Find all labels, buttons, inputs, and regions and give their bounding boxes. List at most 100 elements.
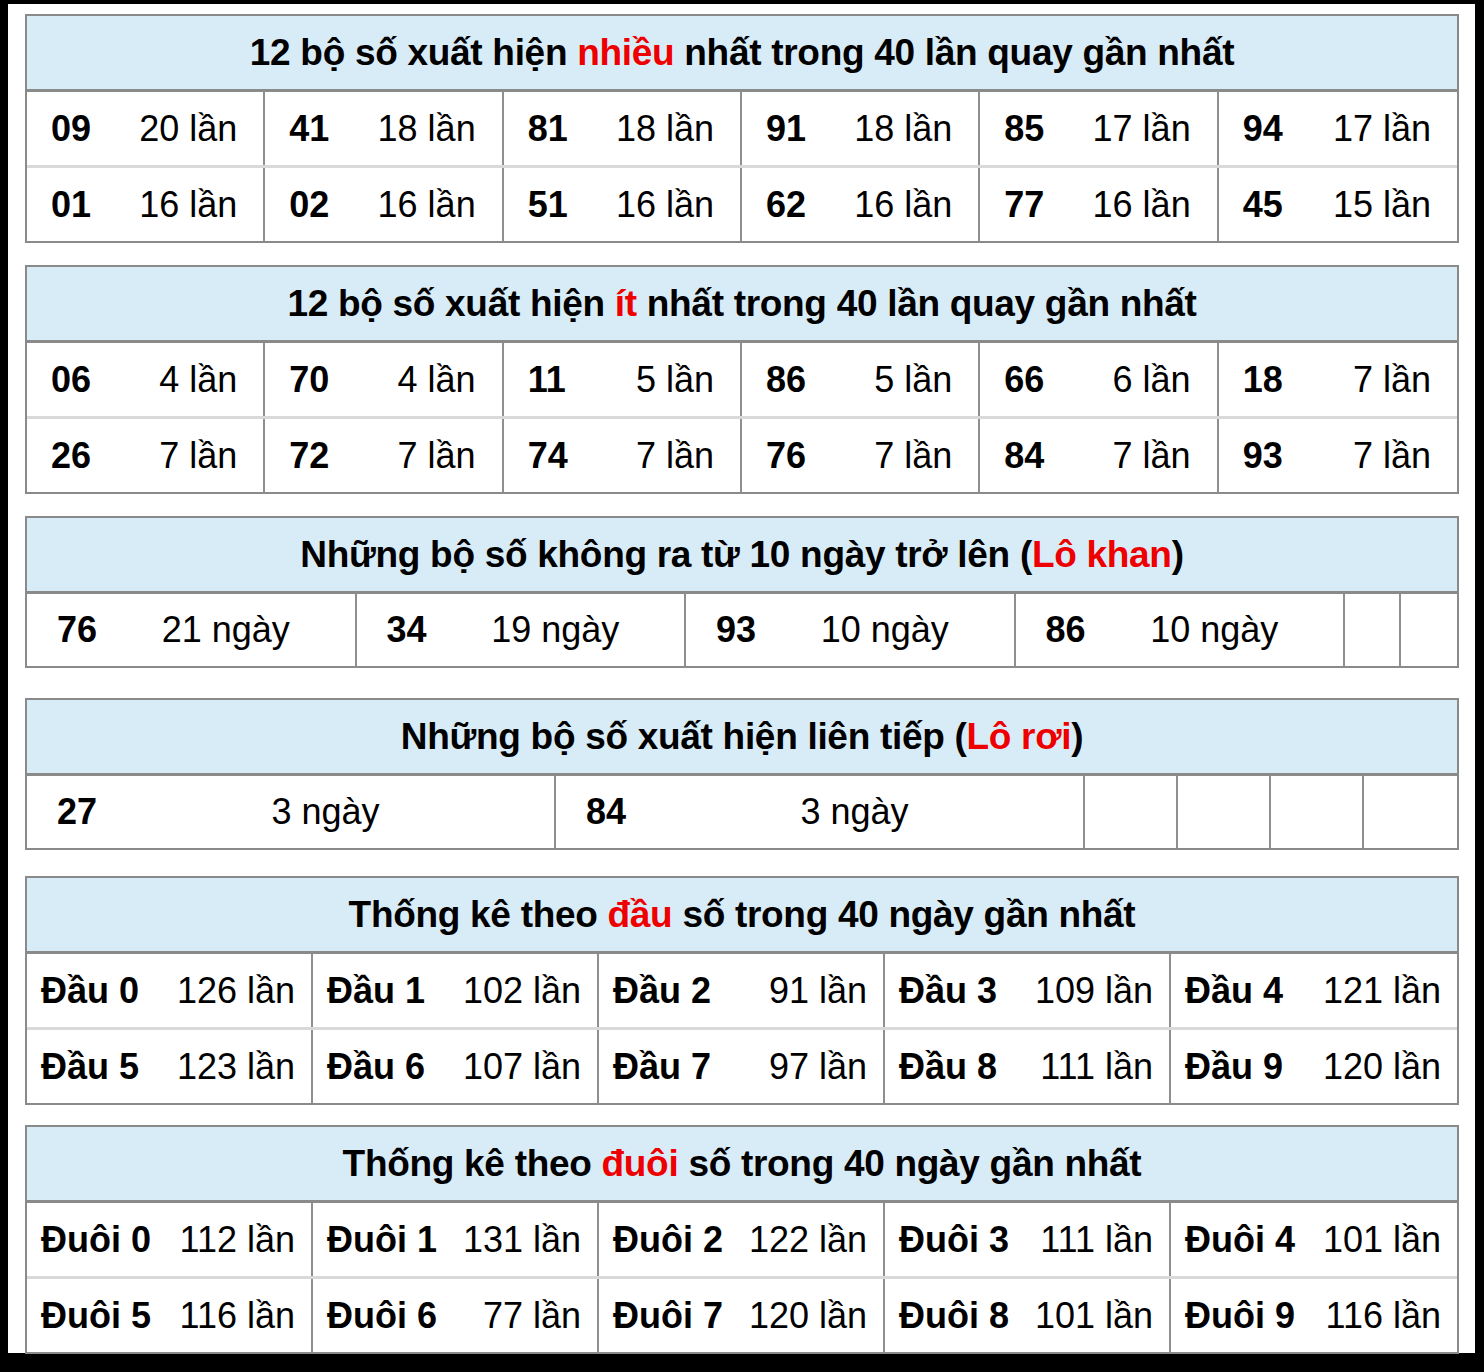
stat-cell: 81 18 lần	[504, 92, 742, 165]
pair-number: Đầu 8	[899, 1046, 997, 1088]
pair-number: Đuôi 4	[1185, 1219, 1295, 1261]
pair-number: 84	[1004, 435, 1044, 477]
pair-number: 41	[289, 108, 329, 150]
pair-count: 16 lần	[1093, 184, 1191, 226]
pair-count: 3 ngày	[626, 791, 1083, 833]
pair-number: 66	[1004, 359, 1044, 401]
table-row: 064 lần 704 lần 115 lần 865 lần 666 lần …	[27, 343, 1457, 416]
pair-number: 76	[57, 609, 97, 651]
pair-count: 111 lần	[1040, 1046, 1153, 1088]
title-text: Thống kê theo	[343, 1143, 602, 1185]
stat-cell: 4515 lần	[1219, 168, 1457, 241]
table-lo-khan: Những bộ số không ra từ 10 ngày trở lên …	[25, 516, 1459, 668]
stat-cell: Đuôi 3111 lần	[885, 1203, 1171, 1276]
stat-cell: 5116 lần	[504, 168, 742, 241]
stat-cell: 666 lần	[980, 343, 1218, 416]
pair-number: 77	[1004, 184, 1044, 226]
pair-number: 85	[1004, 108, 1044, 150]
pair-number: 27	[57, 791, 97, 833]
pair-count: 121 lần	[1323, 970, 1441, 1012]
pair-number: 11	[528, 359, 566, 401]
stat-cell: 7621 ngày	[27, 594, 357, 666]
stat-cell: 0216 lần	[265, 168, 503, 241]
table-most-frequent-title: 12 bộ số xuất hiện nhiều nhất trong 40 l…	[27, 16, 1457, 92]
stat-cell: 0920 lần	[27, 92, 265, 165]
stat-cell: 8517 lần	[980, 92, 1218, 165]
title-highlight: đuôi	[602, 1143, 679, 1185]
pair-number: 62	[766, 184, 806, 226]
pair-count: 16 lần	[139, 184, 237, 226]
pair-count: 4 lần	[398, 359, 476, 401]
pair-number: 86	[1046, 609, 1086, 651]
pair-count: 7 lần	[1353, 435, 1431, 477]
title-highlight: nhiều	[577, 32, 674, 74]
pair-count: 18 lần	[616, 108, 714, 150]
pair-count: 17 lần	[1333, 108, 1431, 150]
pair-number: 18	[1243, 359, 1283, 401]
pair-number: 72	[289, 435, 329, 477]
pair-number: Đuôi 3	[899, 1219, 1009, 1261]
title-highlight: ít	[615, 283, 637, 325]
pair-count: 102 lần	[463, 970, 581, 1012]
stat-cell: 41 18 lần	[265, 92, 503, 165]
empty-cell	[1178, 776, 1271, 848]
pair-count: 131 lần	[463, 1219, 581, 1261]
title-highlight: Lô khan	[1032, 534, 1172, 576]
pair-number: Đuôi 8	[899, 1295, 1009, 1337]
pair-count: 10 ngày	[756, 609, 1013, 651]
table-row: 267 lần 727 lần 747 lần 767 lần 847 lần …	[27, 416, 1457, 492]
stat-cell: Đầu 8 111 lần	[885, 1030, 1171, 1103]
stat-cell: 84 7 lần	[980, 419, 1218, 492]
pair-count: 7 lần	[1113, 435, 1191, 477]
pair-count: 97 lần	[769, 1046, 867, 1088]
title-text: số trong 40 ngày gần nhất	[678, 1143, 1141, 1185]
pair-number: Đuôi 1	[327, 1219, 437, 1261]
stat-cell: Đuôi 5116 lần	[27, 1279, 313, 1352]
pair-number: 93	[716, 609, 756, 651]
pair-count: 5 lần	[636, 359, 714, 401]
empty-cell	[1271, 776, 1364, 848]
pair-number: 81	[528, 108, 568, 150]
stat-cell: 843 ngày	[556, 776, 1085, 848]
title-highlight: đầu	[608, 894, 673, 936]
empty-cell	[1364, 776, 1457, 848]
pair-count: 16 lần	[378, 184, 476, 226]
stat-cell: Đầu 3109 lần	[885, 954, 1171, 1027]
stat-cell: 187 lần	[1219, 343, 1457, 416]
stat-cell: 3419 ngày	[357, 594, 687, 666]
stat-cell: 6216 lần	[742, 168, 980, 241]
stat-cell: Đuôi 4101 lần	[1171, 1203, 1457, 1276]
title-text: Thống kê theo	[349, 894, 608, 936]
pair-count: 123 lần	[177, 1046, 295, 1088]
pair-count: 120 lần	[749, 1295, 867, 1337]
stat-cell: 747 lần	[504, 419, 742, 492]
pair-count: 7 lần	[874, 435, 952, 477]
stat-cell: Đầu 797 lần	[599, 1030, 885, 1103]
pair-number: 09	[51, 108, 91, 150]
pair-number: 94	[1243, 108, 1283, 150]
stat-cell: 937 lần	[1219, 419, 1457, 492]
table-dau-so: Thống kê theo đầu số trong 40 ngày gần n…	[25, 876, 1459, 1105]
stat-cell: 11 5 lần	[504, 343, 742, 416]
title-text: 12 bộ số xuất hiện	[287, 283, 614, 325]
pair-number: Đầu 3	[899, 970, 997, 1012]
title-highlight: Lô rơi	[967, 716, 1072, 758]
stat-cell: 704 lần	[265, 343, 503, 416]
title-text: )	[1172, 534, 1184, 576]
pair-number: 34	[387, 609, 427, 651]
table-dau-so-title: Thống kê theo đầu số trong 40 ngày gần n…	[27, 878, 1457, 954]
pair-count: 7 lần	[398, 435, 476, 477]
title-text: nhất trong 40 lần quay gần nhất	[637, 283, 1197, 325]
table-row: Đuôi 0112 lần Đuôi 1131 lần Đuôi 2122 lầ…	[27, 1203, 1457, 1276]
title-text: Những bộ số không ra từ 10 ngày trở lên …	[300, 534, 1032, 576]
pair-number: Đầu 1	[327, 970, 425, 1012]
pair-count: 122 lần	[749, 1219, 867, 1261]
pair-count: 18 lần	[378, 108, 476, 150]
stat-cell: Đuôi 0112 lần	[27, 1203, 313, 1276]
stat-cell: Đuôi 677 lần	[313, 1279, 599, 1352]
pair-number: 26	[51, 435, 91, 477]
pair-count: 116 lần	[180, 1295, 295, 1337]
table-lo-roi-title: Những bộ số xuất hiện liên tiếp (Lô rơi)	[27, 700, 1457, 776]
stat-cell: Đuôi 9116 lần	[1171, 1279, 1457, 1352]
content-background: 12 bộ số xuất hiện nhiều nhất trong 40 l…	[8, 4, 1475, 1353]
